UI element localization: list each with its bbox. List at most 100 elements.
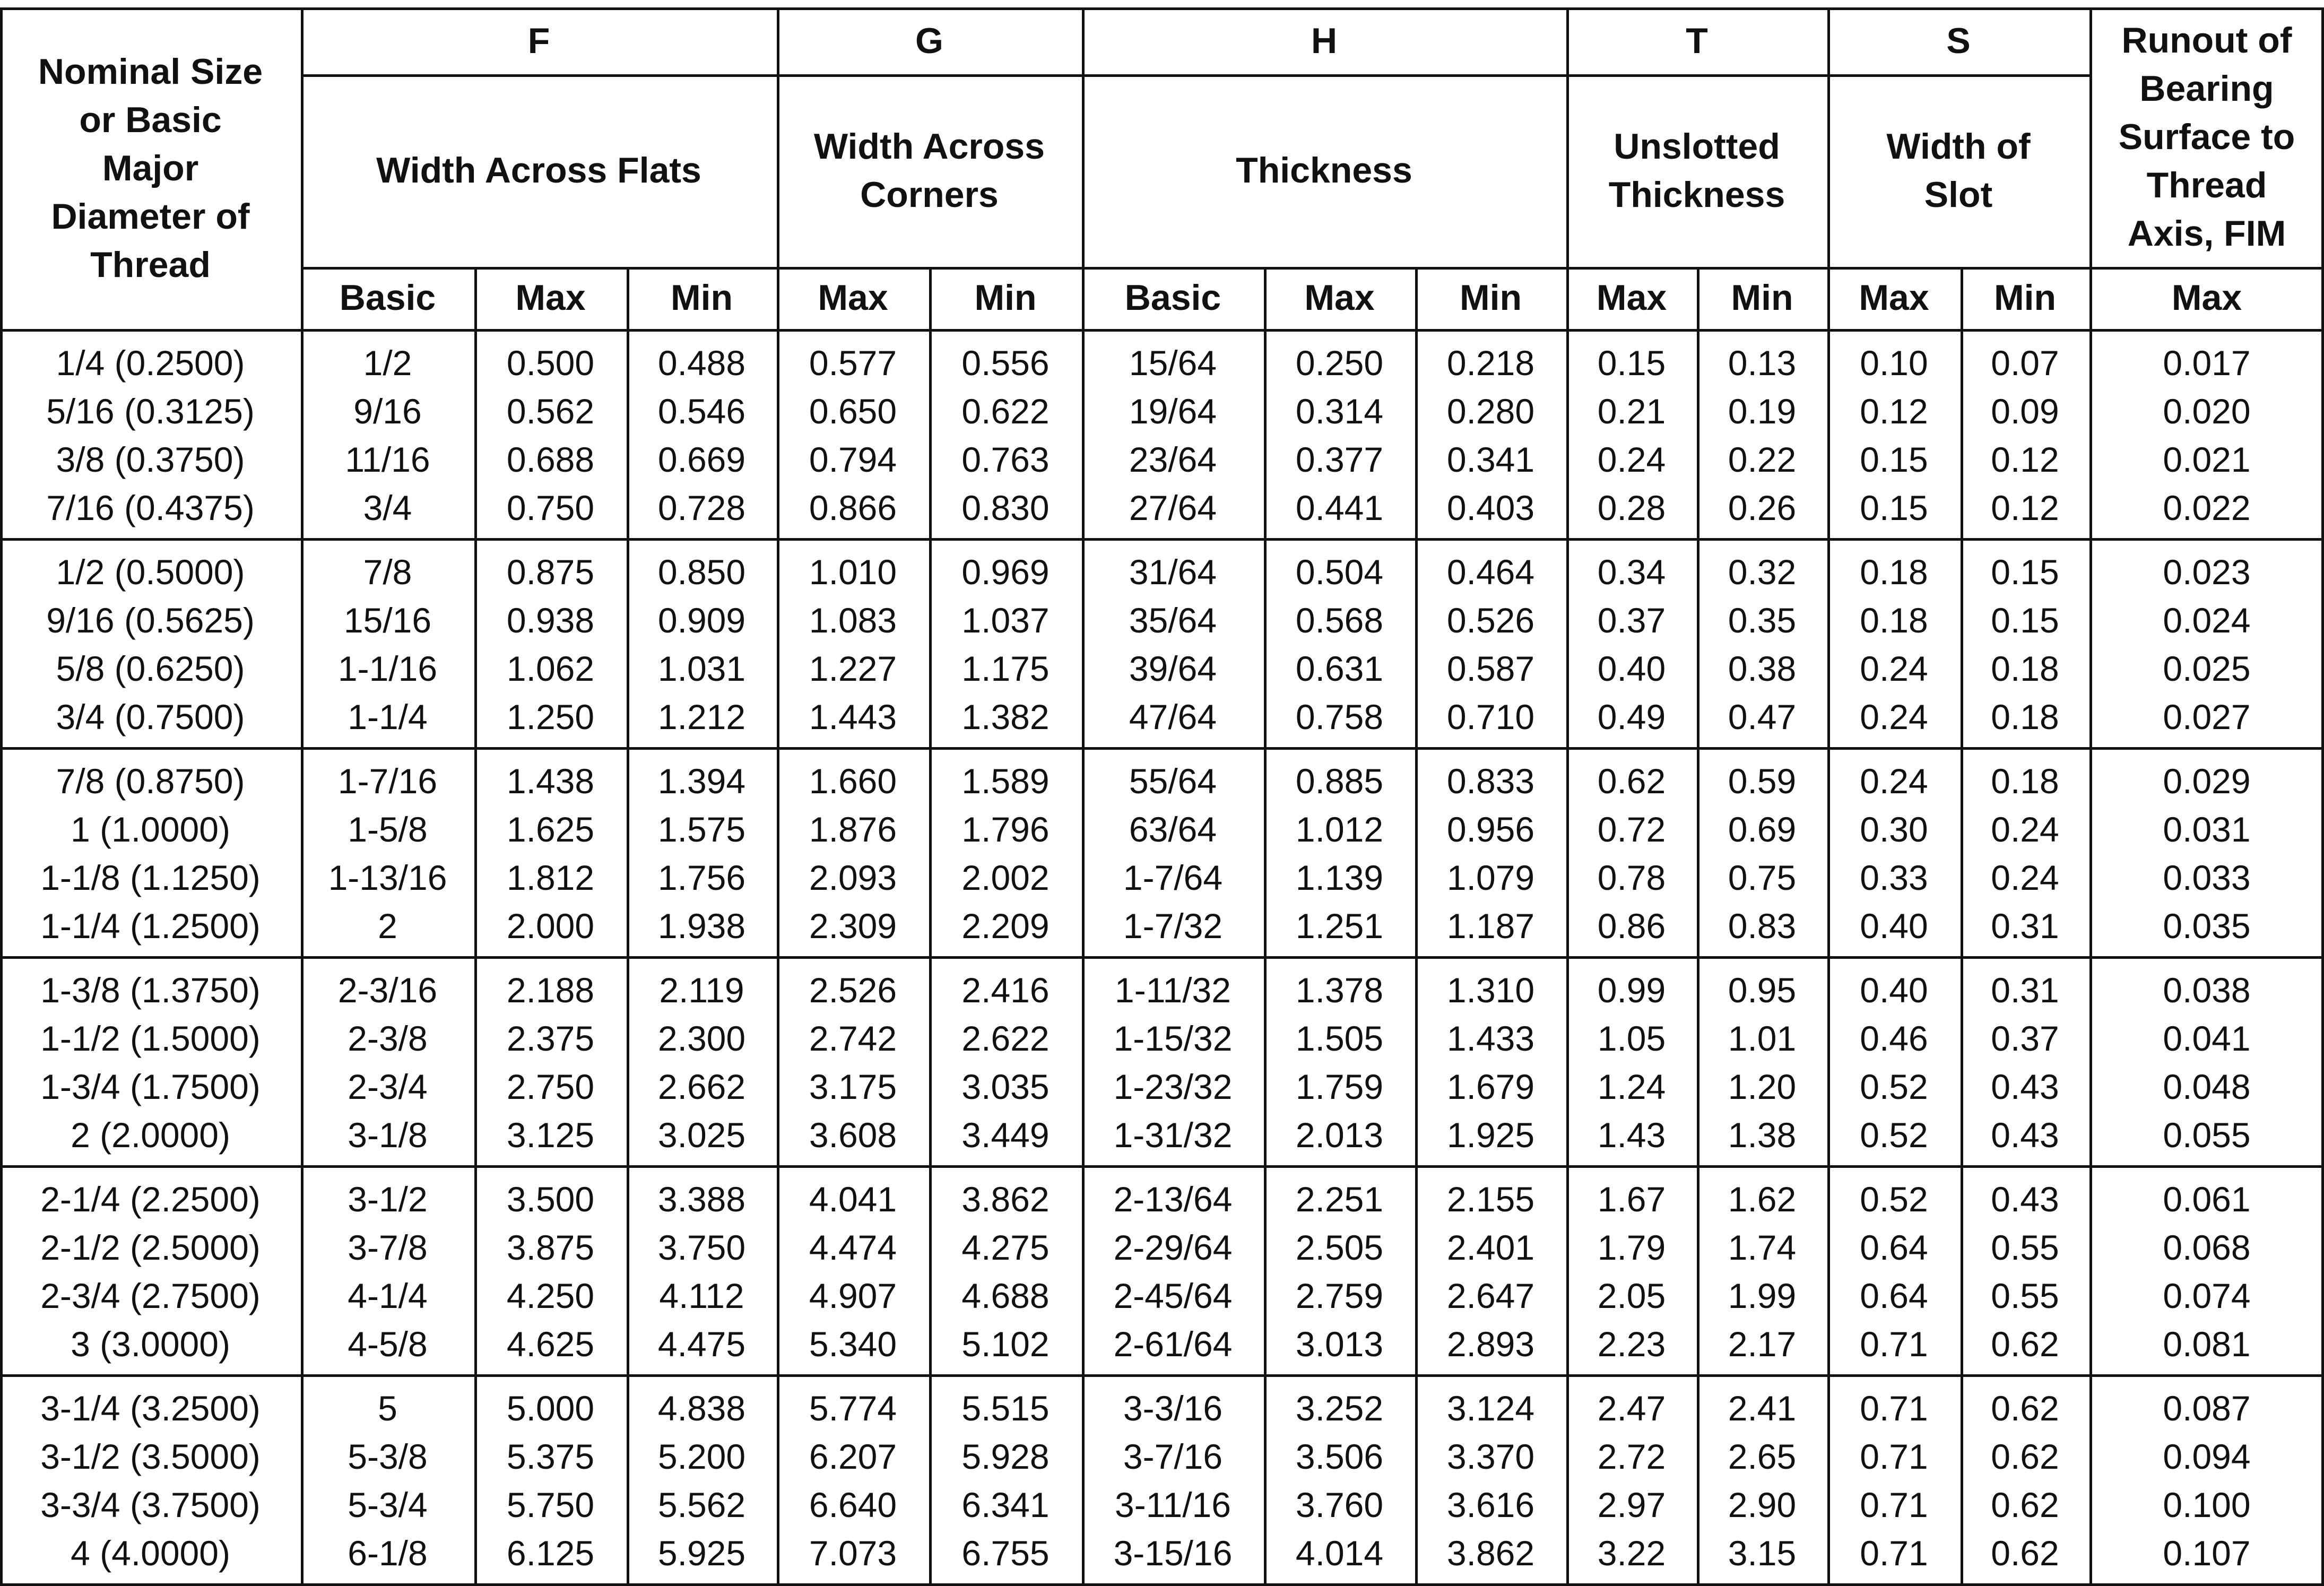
value-cell: 0.47	[1728, 697, 1797, 736]
value-cell: 0.027	[2163, 697, 2251, 736]
value-cell: 0.18	[1991, 648, 2059, 688]
value-cell: 1.812	[506, 857, 595, 897]
rule	[0, 747, 2324, 750]
value-cell: 1.250	[506, 697, 595, 736]
group-letter: G	[915, 20, 943, 61]
value-cell: 0.029	[2163, 761, 2251, 801]
value-cell: 31/64	[1129, 552, 1217, 592]
value-cell: 0.758	[1295, 697, 1384, 736]
size-cell: 3/4 (0.7500)	[56, 697, 245, 736]
subheader: Basic	[339, 278, 436, 318]
value-cell: 1.443	[809, 697, 897, 736]
rule	[627, 267, 629, 1583]
subheader: Max	[1859, 278, 1929, 318]
value-cell: 2.309	[809, 906, 897, 946]
size-cell: 1-1/8 (1.1250)	[40, 857, 261, 897]
value-cell: 0.12	[1860, 391, 1928, 431]
value-cell: 2.209	[961, 906, 1050, 946]
value-cell: 4.907	[809, 1276, 897, 1315]
value-cell: 7.073	[809, 1533, 897, 1573]
value-cell: 2.23	[1597, 1324, 1666, 1364]
size-cell: 3 (3.0000)	[71, 1324, 230, 1364]
value-cell: 0.62	[1991, 1485, 2059, 1524]
value-cell: 0.12	[1991, 488, 2059, 527]
value-cell: 0.32	[1728, 552, 1797, 592]
value-cell: 3.370	[1446, 1436, 1535, 1476]
value-cell: 0.86	[1597, 906, 1666, 946]
value-cell: 3.025	[657, 1115, 746, 1155]
value-cell: 0.71	[1860, 1485, 1928, 1524]
value-cell: 3-11/16	[1115, 1485, 1231, 1524]
value-cell: 4-1/4	[348, 1276, 428, 1315]
value-cell: 7/8	[363, 552, 412, 592]
value-cell: 0.669	[657, 439, 746, 479]
value-cell: 0.37	[1597, 600, 1666, 640]
value-cell: 6.125	[506, 1533, 595, 1573]
value-cell: 0.46	[1860, 1018, 1928, 1058]
value-cell: 1-7/32	[1123, 906, 1223, 946]
value-cell: 0.710	[1446, 697, 1535, 736]
rule	[1082, 7, 1085, 1583]
value-cell: 0.068	[2163, 1227, 2251, 1267]
value-cell: 55/64	[1129, 761, 1217, 801]
value-cell: 0.568	[1295, 600, 1384, 640]
group-label: Thickness	[1236, 150, 1412, 190]
value-cell: 3-3/16	[1123, 1388, 1223, 1428]
rule	[0, 7, 3, 1583]
rule	[0, 329, 2324, 332]
size-cell: 4 (4.0000)	[71, 1533, 230, 1573]
value-cell: 1.175	[961, 648, 1050, 688]
value-cell: 1.43	[1597, 1115, 1666, 1155]
value-cell: 0.688	[506, 439, 595, 479]
value-cell: 1-1/4	[348, 697, 428, 736]
value-cell: 2.300	[657, 1018, 746, 1058]
value-cell: 0.18	[1860, 600, 1928, 640]
value-cell: 0.43	[1991, 1179, 2059, 1219]
value-cell: 0.833	[1446, 761, 1535, 801]
value-cell: 0.40	[1860, 906, 1928, 946]
value-cell: 1-5/8	[348, 809, 428, 849]
value-cell: 1.227	[809, 648, 897, 688]
value-cell: 4.250	[506, 1276, 595, 1315]
value-cell: 5.200	[657, 1436, 746, 1476]
value-cell: 3.175	[809, 1067, 897, 1106]
value-cell: 2.526	[809, 970, 897, 1010]
value-cell: 0.969	[961, 552, 1050, 592]
value-cell: 3.449	[961, 1115, 1050, 1155]
size-cell: 9/16 (0.5625)	[46, 600, 255, 640]
value-cell: 0.100	[2163, 1485, 2251, 1524]
rule	[1827, 7, 1830, 1583]
value-cell: 3.875	[506, 1227, 595, 1267]
value-cell: 4.014	[1295, 1533, 1384, 1573]
subheader: Max	[515, 278, 586, 318]
value-cell: 0.43	[1991, 1115, 2059, 1155]
size-cell: 3-1/4 (3.2500)	[40, 1388, 261, 1428]
value-cell: 0.83	[1728, 906, 1797, 946]
rule	[1566, 7, 1569, 1583]
value-cell: 3.125	[506, 1115, 595, 1155]
value-cell: 4-5/8	[348, 1324, 428, 1364]
value-cell: 3-1/8	[348, 1115, 428, 1155]
value-cell: 3.862	[961, 1179, 1050, 1219]
value-cell: 0.830	[961, 488, 1050, 527]
value-cell: 0.081	[2163, 1324, 2251, 1364]
value-cell: 3-7/16	[1123, 1436, 1223, 1476]
value-cell: 0.71	[1860, 1324, 1928, 1364]
value-cell: 3-7/8	[348, 1227, 428, 1267]
size-cell: 1-3/4 (1.7500)	[40, 1067, 261, 1106]
size-cell: 2 (2.0000)	[71, 1115, 230, 1155]
value-cell: 2-3/8	[348, 1018, 428, 1058]
value-cell: 0.37	[1991, 1018, 2059, 1058]
value-cell: 0.99	[1597, 970, 1666, 1010]
value-cell: 1.24	[1597, 1067, 1666, 1106]
value-cell: 0.62	[1991, 1324, 2059, 1364]
value-cell: 0.26	[1728, 488, 1797, 527]
value-cell: 0.022	[2163, 488, 2251, 527]
value-cell: 0.794	[809, 439, 897, 479]
size-cell: 1 (1.0000)	[71, 809, 230, 849]
value-cell: 0.464	[1446, 552, 1535, 592]
rule	[301, 267, 2324, 270]
value-cell: 35/64	[1129, 600, 1217, 640]
runout-header: Runout of Bearing Surface to Thread Axis…	[2118, 20, 2305, 254]
value-cell: 2.90	[1728, 1485, 1797, 1524]
